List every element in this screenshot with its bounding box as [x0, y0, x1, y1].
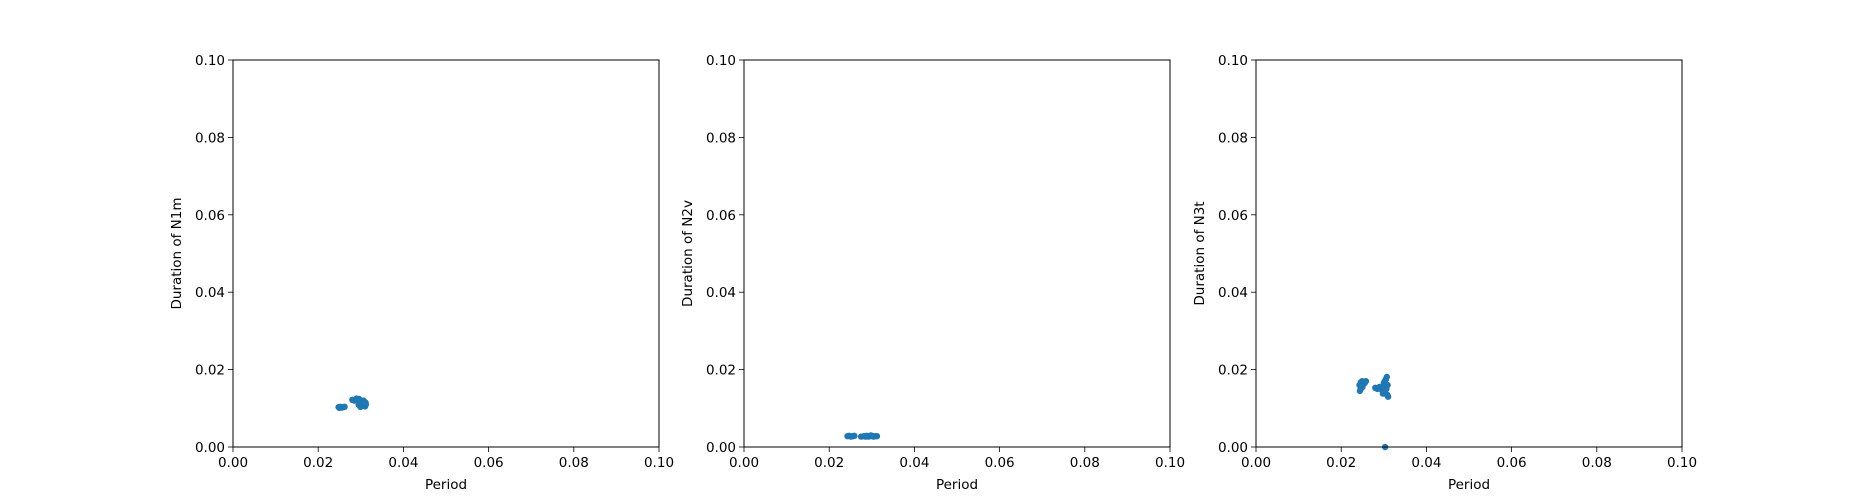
data-point [862, 433, 869, 440]
y-tick-label: 0.08 [195, 130, 225, 146]
data-point [851, 432, 858, 439]
data-point [1383, 373, 1391, 381]
y-tick-label: 0.10 [195, 53, 225, 69]
x-tick-label: 0.06 [474, 455, 504, 471]
y-tick-label: 0.04 [706, 285, 736, 301]
y-tick-label: 0.06 [1218, 208, 1248, 224]
y-axis-label: Duration of N2v [680, 200, 696, 307]
data-point [867, 432, 875, 439]
x-tick-label: 0.08 [1582, 455, 1612, 471]
x-tick-label: 0.00 [218, 455, 248, 471]
y-tick-label: 0.04 [195, 285, 225, 301]
scatter-points [335, 395, 370, 412]
x-tick-label: 0.08 [559, 455, 589, 471]
x-tick-label: 0.06 [985, 455, 1015, 471]
y-tick-label: 0.06 [706, 208, 736, 224]
x-axis-label: Period [1448, 477, 1490, 493]
x-tick-label: 0.02 [1326, 455, 1356, 471]
scatter-points [1356, 373, 1392, 451]
x-tick-label: 0.08 [1070, 455, 1100, 471]
y-tick-label: 0.00 [195, 440, 225, 456]
data-point [336, 404, 343, 412]
axes-frame [743, 59, 1171, 448]
x-tick-label: 0.04 [1411, 455, 1441, 471]
y-axis-label: Duration of N3t [1192, 201, 1208, 305]
y-tick-label: 0.02 [706, 363, 736, 379]
y-tick-label: 0.04 [1218, 285, 1248, 301]
data-point [355, 401, 362, 408]
data-point [1362, 378, 1370, 385]
x-tick-label: 0.00 [1241, 455, 1271, 471]
y-tick-label: 0.00 [1218, 440, 1248, 456]
subplot-n3t: 0.00 0.02 0.04 0.06 0.08 0.10 0.00 0.02 0.04 0.06… [1192, 53, 1697, 493]
subplot-n2v: 0.00 0.02 0.04 0.06 0.08 0.10 0.00 0.02 0.04 0.06… [680, 53, 1185, 493]
data-point [341, 403, 348, 410]
axes-frame [1255, 59, 1683, 448]
x-tick-label: 0.00 [729, 455, 759, 471]
y-tick-label: 0.10 [1218, 53, 1248, 69]
x-tick-label: 0.02 [303, 455, 333, 471]
x-tick-label: 0.06 [1497, 455, 1527, 471]
axes-frame [232, 59, 660, 448]
data-point [1356, 387, 1364, 395]
x-tick-label: 0.04 [899, 455, 929, 471]
y-tick-label: 0.02 [1218, 363, 1248, 379]
scatter-points [844, 432, 881, 440]
data-point [362, 399, 369, 406]
y-axis-label: Duration of N1m [169, 197, 185, 309]
y-tick-label: 0.10 [706, 53, 736, 69]
x-tick-label: 0.10 [1667, 455, 1697, 471]
y-tick-label: 0.08 [1218, 130, 1248, 146]
data-point [873, 433, 881, 440]
x-tick-label: 0.10 [644, 455, 674, 471]
y-tick-label: 0.00 [706, 440, 736, 456]
x-tick-label: 0.04 [388, 455, 418, 471]
y-tick-label: 0.06 [195, 208, 225, 224]
data-point [1379, 390, 1387, 397]
data-point [1384, 381, 1391, 389]
subplot-n1m: 0.00 0.02 0.04 0.06 0.08 0.10 0.00 0.02 0.04 0.06… [169, 53, 674, 493]
y-tick-label: 0.02 [195, 363, 225, 379]
x-axis-label: Period [425, 477, 467, 493]
data-point [1384, 393, 1392, 400]
x-axis-label: Period [936, 477, 978, 493]
y-tick-label: 0.08 [706, 130, 736, 146]
x-tick-label: 0.10 [1155, 455, 1185, 471]
x-tick-label: 0.02 [814, 455, 844, 471]
